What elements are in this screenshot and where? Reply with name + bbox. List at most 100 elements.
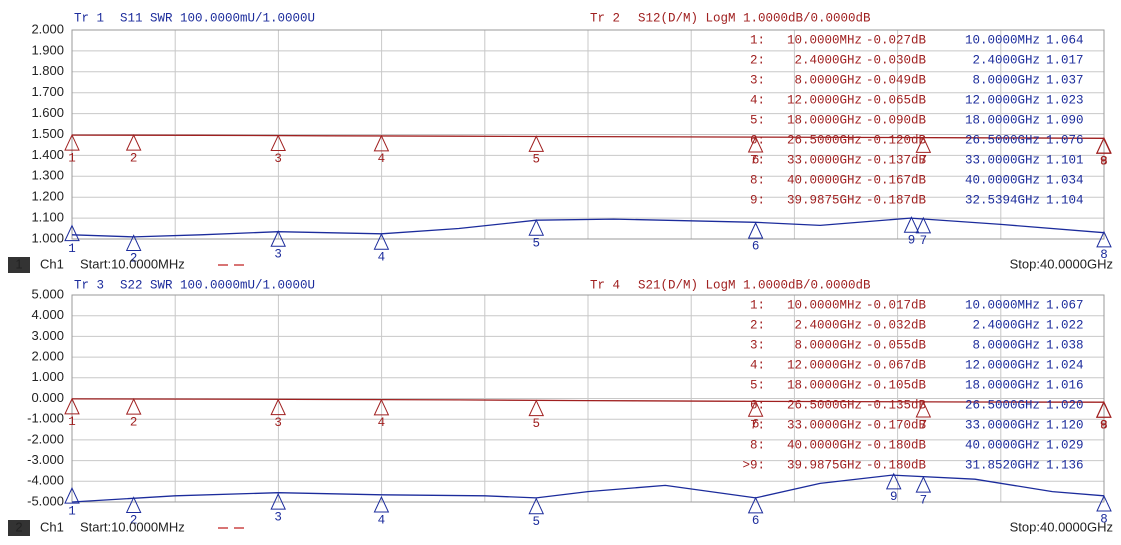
- start-label: Start:10.0000MHz: [80, 256, 185, 271]
- marker-id: 1: [68, 151, 76, 165]
- marker-id: 5: [533, 417, 541, 431]
- marker-triangle: [528, 135, 545, 152]
- marker-id: 7: [920, 234, 928, 248]
- trace-name: S21(D/M) LogM 1.0000dB/0.0000dB: [638, 278, 871, 292]
- marker-freq: 32.5394GHz: [965, 193, 1040, 207]
- channel-badge: [8, 257, 30, 273]
- y-tick-label: 1.100: [31, 210, 64, 225]
- marker-value: 1.136: [1046, 458, 1084, 472]
- channel-badge: [8, 520, 30, 536]
- marker-row-label: 5:: [750, 113, 765, 127]
- marker-value: -0.105dB: [866, 378, 927, 392]
- marker-triangle: [270, 398, 286, 416]
- y-tick-label: 1.200: [31, 189, 64, 204]
- marker-freq: 8.0000GHz: [972, 73, 1040, 87]
- marker-triangle: [915, 400, 932, 418]
- marker-value: -0.017dB: [866, 298, 927, 312]
- marker-id: 4: [378, 513, 386, 527]
- trace-line: [71, 398, 1105, 403]
- marker-id: 9: [908, 234, 916, 248]
- marker-triangle: [528, 497, 545, 515]
- marker-value: 1.038: [1046, 338, 1084, 352]
- marker-triangle: [915, 475, 932, 493]
- marker-triangle: [64, 397, 80, 415]
- marker-triangle: [747, 135, 764, 153]
- marker-freq: 33.0000GHz: [787, 153, 862, 167]
- marker-freq: 12.0000GHz: [787, 93, 862, 107]
- marker-value: -0.055dB: [866, 338, 927, 352]
- marker-id: 4: [378, 152, 386, 166]
- marker-value: -0.032dB: [866, 318, 927, 332]
- trace-name: S12(D/M) LogM 1.0000dB/0.0000dB: [638, 11, 871, 25]
- marker-triangle: [1095, 137, 1112, 154]
- marker-row-label: 4:: [750, 358, 765, 372]
- y-tick-label: -5.000: [27, 493, 64, 508]
- marker-freq: 10.0000MHz: [965, 33, 1040, 47]
- marker-value: 1.022: [1046, 318, 1084, 332]
- marker-id: 9: [1100, 155, 1108, 169]
- marker-triangle: [885, 472, 902, 490]
- marker-row-label: 7:: [750, 153, 765, 167]
- marker-freq: 33.0000GHz: [965, 153, 1040, 167]
- y-tick-label: 5.000: [31, 286, 64, 301]
- marker-value: 1.020: [1046, 398, 1084, 412]
- marker-row-label: 7:: [750, 418, 765, 432]
- y-tick-label: 1.900: [31, 42, 64, 57]
- marker-id: 6: [752, 239, 760, 253]
- marker-value: 1.029: [1046, 438, 1084, 452]
- marker-id: 8: [1100, 419, 1108, 433]
- marker-freq: 39.9875GHz: [787, 458, 862, 472]
- marker-freq: 18.0000GHz: [787, 378, 862, 392]
- trace-label: Tr 1: [74, 11, 104, 25]
- stop-label: Stop:40.0000GHz: [1010, 519, 1113, 534]
- marker-value: -0.170dB: [866, 418, 927, 432]
- marker-freq: 8.0000GHz: [972, 338, 1040, 352]
- marker-freq: 40.0000GHz: [965, 173, 1040, 187]
- marker-value: 1.090: [1046, 113, 1084, 127]
- marker-id: 8: [1100, 248, 1108, 262]
- y-tick-label: -4.000: [27, 473, 64, 488]
- marker-value: 1.101: [1046, 153, 1084, 167]
- marker-triangle: [270, 492, 286, 510]
- marker-triangle: [64, 486, 80, 504]
- channel-number: 1: [15, 256, 22, 271]
- marker-id: 5: [533, 153, 541, 167]
- marker-id: 2: [130, 415, 138, 429]
- marker-row-label: 8:: [750, 438, 765, 452]
- marker-id: 6: [752, 418, 760, 432]
- marker-value: 1.024: [1046, 358, 1084, 372]
- marker-freq: 18.0000GHz: [965, 113, 1040, 127]
- y-tick-label: 4.000: [31, 307, 64, 322]
- trace-line: [71, 134, 1105, 139]
- marker-freq: 18.0000GHz: [965, 378, 1040, 392]
- marker-value: 1.034: [1046, 173, 1084, 187]
- y-tick-label: -2.000: [27, 431, 64, 446]
- marker-id: 9: [890, 490, 898, 504]
- marker-id: 2: [130, 252, 138, 266]
- marker-freq: 33.0000GHz: [965, 418, 1040, 432]
- marker-value: -0.030dB: [866, 53, 927, 67]
- marker-freq: 12.0000GHz: [787, 358, 862, 372]
- marker-freq: 18.0000GHz: [787, 113, 862, 127]
- marker-id: 5: [533, 515, 541, 529]
- marker-id: 4: [378, 250, 386, 264]
- marker-value: 1.120: [1046, 418, 1084, 432]
- marker-row-label: 8:: [750, 173, 765, 187]
- y-tick-label: 2.000: [31, 349, 64, 364]
- marker-triangle: [747, 496, 764, 514]
- marker-id: 1: [68, 242, 76, 256]
- marker-triangle: [270, 134, 286, 152]
- marker-value: -0.049dB: [866, 73, 927, 87]
- marker-triangle: [1096, 230, 1112, 248]
- marker-id: 3: [274, 152, 282, 166]
- marker-value: -0.065dB: [866, 93, 927, 107]
- marker-row-label: 5:: [750, 378, 765, 392]
- marker-freq: 26.5000GHz: [787, 133, 862, 147]
- marker-triangle: [270, 230, 286, 247]
- marker-freq: 2.4000GHz: [972, 53, 1040, 67]
- marker-row-label: 9:: [750, 193, 765, 207]
- marker-value: -0.180dB: [866, 438, 927, 452]
- marker-freq: 26.5000GHz: [965, 398, 1040, 412]
- marker-triangle: [125, 397, 142, 415]
